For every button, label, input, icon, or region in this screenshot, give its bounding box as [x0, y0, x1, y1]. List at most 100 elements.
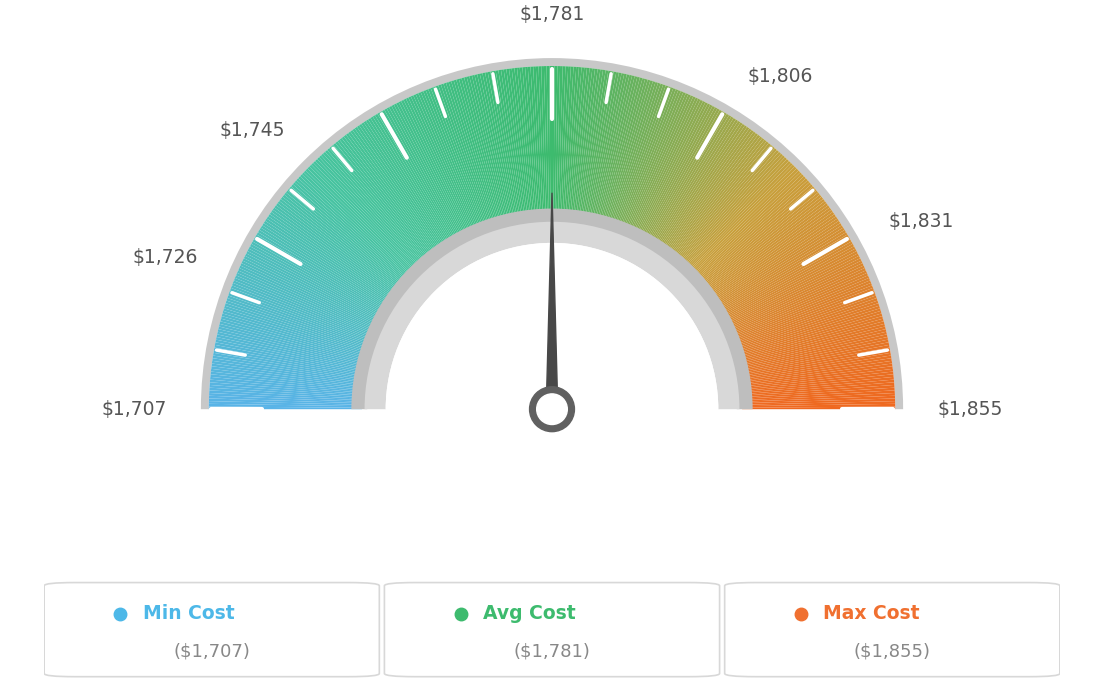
Wedge shape — [624, 91, 683, 234]
Wedge shape — [229, 293, 373, 346]
Wedge shape — [384, 108, 460, 244]
Wedge shape — [729, 283, 872, 341]
Wedge shape — [276, 203, 400, 296]
Wedge shape — [291, 184, 408, 286]
Wedge shape — [284, 193, 404, 290]
Wedge shape — [418, 92, 479, 234]
Wedge shape — [677, 150, 779, 266]
Wedge shape — [264, 221, 393, 306]
Wedge shape — [399, 101, 468, 239]
Wedge shape — [365, 119, 450, 250]
Wedge shape — [633, 99, 701, 238]
Wedge shape — [214, 345, 365, 375]
Wedge shape — [246, 251, 383, 323]
Wedge shape — [304, 170, 415, 278]
Wedge shape — [740, 358, 892, 382]
Wedge shape — [283, 195, 404, 291]
Wedge shape — [209, 406, 362, 409]
Wedge shape — [546, 66, 551, 219]
Wedge shape — [201, 58, 903, 409]
Wedge shape — [582, 70, 608, 221]
Text: ($1,781): ($1,781) — [513, 642, 591, 660]
Wedge shape — [392, 105, 465, 241]
Wedge shape — [731, 290, 874, 345]
Wedge shape — [480, 73, 513, 224]
Wedge shape — [733, 303, 879, 352]
Circle shape — [530, 387, 574, 432]
Wedge shape — [665, 133, 758, 257]
Wedge shape — [679, 154, 783, 268]
Wedge shape — [645, 110, 722, 244]
Wedge shape — [210, 382, 362, 396]
Wedge shape — [401, 100, 469, 239]
Wedge shape — [629, 95, 693, 236]
Wedge shape — [252, 241, 386, 317]
Wedge shape — [630, 97, 696, 237]
Wedge shape — [690, 172, 803, 279]
Wedge shape — [222, 313, 370, 357]
Wedge shape — [556, 66, 563, 219]
Wedge shape — [428, 88, 485, 232]
Wedge shape — [592, 74, 627, 224]
Wedge shape — [731, 293, 875, 346]
Wedge shape — [265, 219, 394, 305]
Text: ($1,707): ($1,707) — [173, 642, 251, 660]
Wedge shape — [269, 212, 396, 301]
Wedge shape — [277, 201, 401, 295]
Wedge shape — [562, 66, 574, 219]
Wedge shape — [359, 124, 446, 252]
Wedge shape — [240, 266, 380, 331]
Wedge shape — [740, 353, 891, 380]
Wedge shape — [694, 182, 811, 284]
Wedge shape — [615, 86, 668, 230]
Wedge shape — [740, 351, 891, 378]
Wedge shape — [315, 159, 422, 272]
Wedge shape — [705, 208, 831, 299]
Wedge shape — [533, 66, 543, 219]
Text: $1,781: $1,781 — [519, 5, 585, 23]
Wedge shape — [210, 380, 362, 394]
Wedge shape — [741, 377, 894, 393]
Wedge shape — [730, 288, 874, 344]
Wedge shape — [735, 322, 884, 362]
Wedge shape — [307, 166, 417, 276]
Polygon shape — [546, 193, 558, 409]
Wedge shape — [215, 342, 365, 373]
Wedge shape — [553, 66, 558, 219]
Wedge shape — [321, 154, 425, 268]
Wedge shape — [361, 122, 447, 251]
Text: $1,831: $1,831 — [889, 212, 954, 230]
Wedge shape — [226, 298, 372, 349]
Wedge shape — [411, 95, 475, 236]
Wedge shape — [258, 230, 390, 311]
Wedge shape — [644, 108, 720, 244]
Wedge shape — [232, 283, 375, 341]
Wedge shape — [461, 77, 503, 226]
Wedge shape — [235, 275, 376, 337]
Wedge shape — [287, 188, 406, 288]
Wedge shape — [209, 393, 362, 402]
Wedge shape — [741, 371, 893, 390]
Wedge shape — [209, 396, 362, 403]
Wedge shape — [293, 182, 410, 284]
Wedge shape — [280, 197, 403, 293]
Wedge shape — [222, 311, 370, 356]
Wedge shape — [217, 329, 368, 366]
Wedge shape — [740, 361, 892, 384]
Wedge shape — [243, 258, 381, 327]
Wedge shape — [413, 95, 477, 235]
Wedge shape — [219, 326, 368, 365]
Wedge shape — [686, 165, 795, 275]
Wedge shape — [702, 199, 825, 294]
Wedge shape — [657, 122, 743, 251]
Wedge shape — [233, 280, 375, 339]
Wedge shape — [715, 235, 849, 314]
Wedge shape — [209, 404, 362, 408]
Wedge shape — [637, 102, 708, 240]
Wedge shape — [740, 355, 891, 381]
Wedge shape — [454, 79, 499, 227]
Wedge shape — [683, 161, 790, 273]
Wedge shape — [720, 248, 857, 322]
Wedge shape — [520, 68, 535, 220]
Wedge shape — [552, 66, 554, 219]
